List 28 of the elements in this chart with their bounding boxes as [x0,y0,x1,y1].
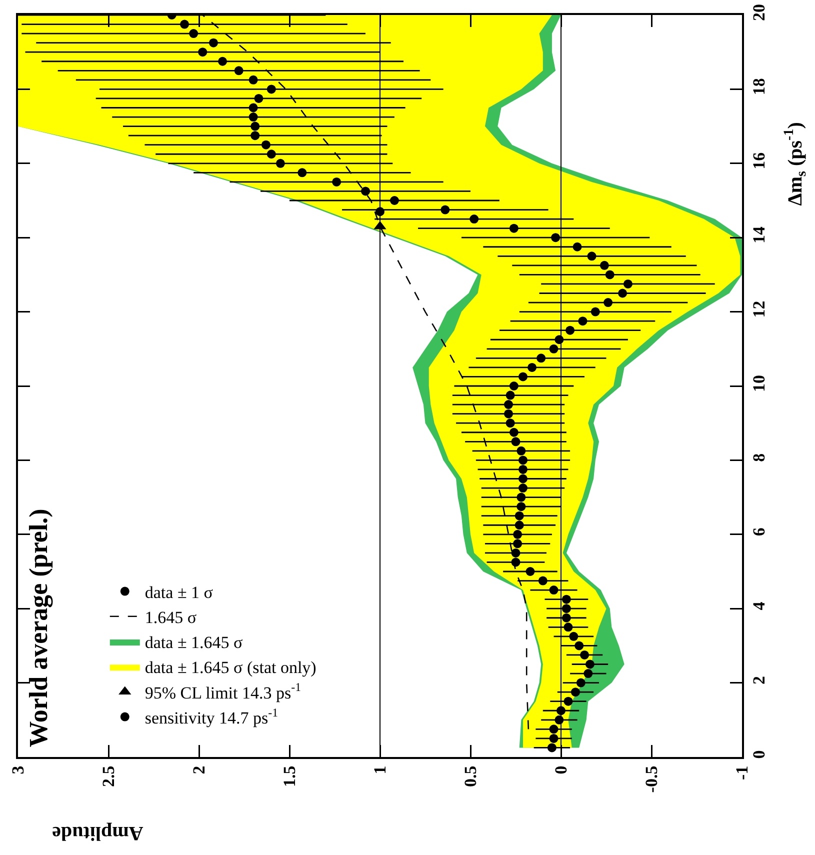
y-tick-label: 16 [749,152,768,170]
legend-label: 95% CL limit 14.3 ps$^{-1}$ [144,680,302,702]
x-tick-label: 1 [370,766,390,774]
y-tick-label: 0 [749,750,768,759]
x-tick-label: -0.5 [642,766,662,793]
legend-label: data ± 1 σ [144,582,213,602]
text: World average (prel.) [24,508,54,748]
y-tick-label: 4 [749,601,768,610]
legend-label: data ± 1.645 σ [144,633,243,652]
y-tick-label: 10 [749,374,768,392]
legend-label: sensitivity 14.7 ps$^{-1}$ [144,705,278,728]
y-tick-label: 14 [749,226,768,244]
y-tick-label: 20 [749,4,768,21]
x-tick-label: 2.5 [99,766,118,788]
legend-label: 1.645 σ [144,608,197,628]
x-tick-label: 3 [8,766,28,774]
x-tick-label: -1 [732,766,752,780]
x-tick-label: 0 [552,766,571,774]
y-tick-label: 8 [749,453,768,462]
x-tick-label: 0.5 [461,766,480,788]
y-tick-label: 6 [749,528,768,536]
y-tick-label: 18 [749,78,768,96]
legend-label: data ± 1.645 σ (stat only) [144,658,316,678]
x-tick-label: 2 [190,766,209,774]
y-tick-label: 12 [749,300,768,318]
x-axis-title: Amplitude [52,822,144,844]
x-tick-label: 1.5 [280,766,300,788]
y-tick-label: 2 [749,676,768,684]
